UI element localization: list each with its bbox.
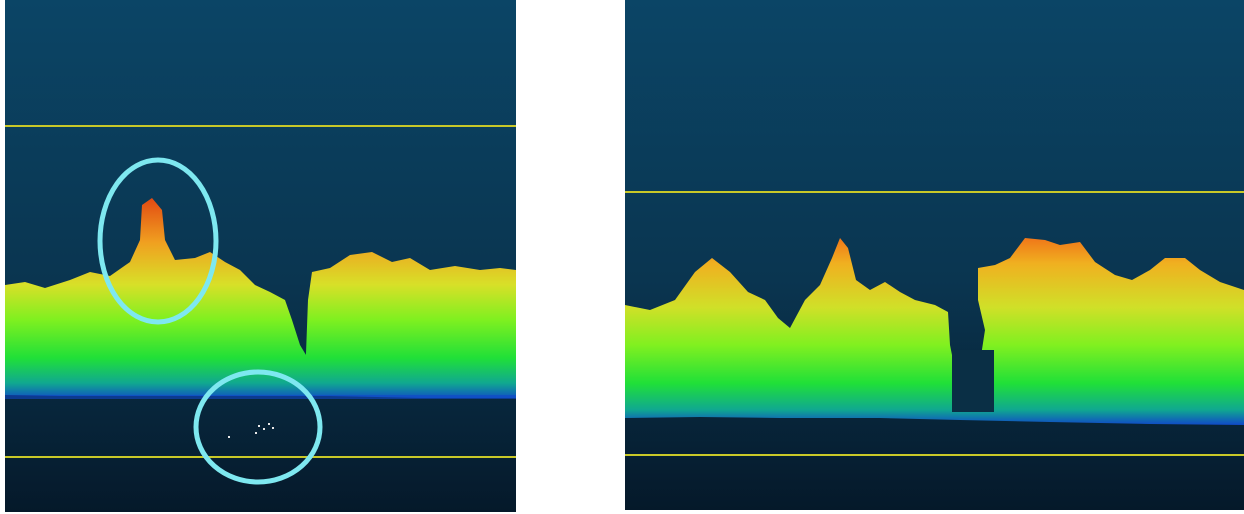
page — [0, 0, 1244, 514]
background — [625, 0, 1244, 510]
right-panel — [625, 0, 1244, 510]
point-cloud-comparison — [0, 0, 1244, 514]
ground-band — [5, 395, 516, 399]
gap-object — [952, 350, 994, 412]
left-panel — [5, 0, 516, 512]
background — [5, 0, 516, 512]
